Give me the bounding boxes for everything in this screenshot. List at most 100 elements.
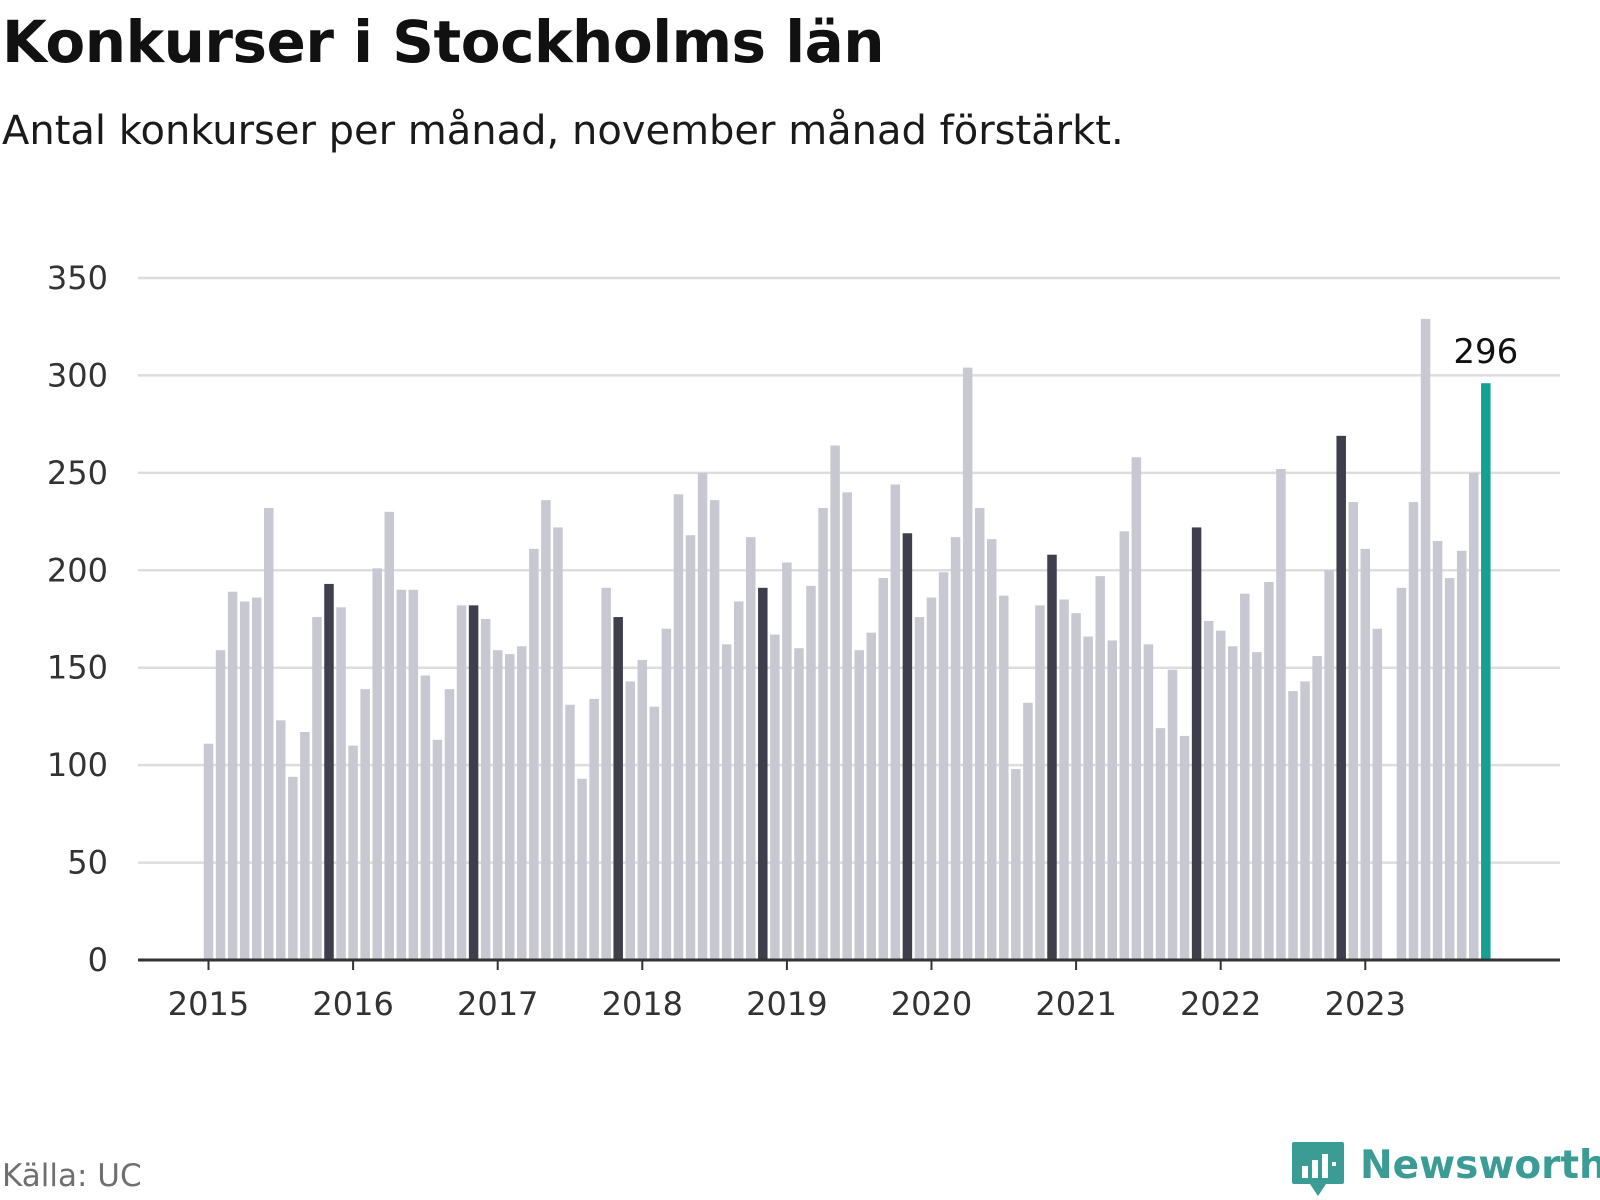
bar (553, 527, 563, 960)
bar (492, 650, 503, 960)
bar (1011, 769, 1021, 960)
bar (1059, 599, 1069, 960)
bar (336, 607, 346, 960)
bar (974, 507, 985, 960)
bar (456, 605, 467, 960)
bar (396, 589, 407, 960)
bar (806, 585, 816, 960)
bar (1131, 457, 1142, 960)
x-axis-ticks: 2015 2016 2017 2018 2019 2020 2021 2022 2023 (168, 960, 1406, 1023)
bar (1481, 383, 1491, 960)
bar (1336, 435, 1346, 960)
y-tick-label: 150 (47, 649, 108, 687)
bar (625, 681, 635, 960)
y-tick-label: 200 (47, 551, 108, 589)
bar (1420, 318, 1431, 960)
bar (1215, 630, 1226, 960)
bar (649, 706, 660, 960)
bar (987, 539, 997, 960)
bar (1469, 472, 1479, 960)
bar (1191, 527, 1202, 960)
chart-subtitle: Antal konkurser per månad, november måna… (2, 108, 1124, 154)
x-tick-label: 2023 (1325, 985, 1406, 1023)
bar (348, 745, 358, 960)
bar (541, 500, 551, 960)
bar (673, 494, 684, 960)
bar (938, 572, 949, 960)
bar (1360, 548, 1371, 960)
bar (1107, 640, 1117, 960)
bar (721, 644, 732, 960)
bar (1119, 531, 1130, 960)
x-tick-label: 2017 (457, 985, 538, 1023)
bar (505, 654, 515, 960)
bar (1372, 628, 1383, 960)
bar (577, 778, 587, 960)
bar (1095, 576, 1105, 960)
bar (962, 367, 973, 960)
bar (1252, 652, 1262, 960)
x-tick-label: 2015 (168, 985, 249, 1023)
bar (360, 689, 370, 960)
y-tick-label: 250 (47, 454, 108, 492)
bar (902, 533, 913, 960)
bar (890, 484, 901, 960)
bar (637, 659, 648, 960)
bar (1444, 578, 1455, 960)
bar (432, 739, 443, 960)
bar (613, 617, 623, 960)
bar (842, 492, 852, 960)
y-tick-label: 0 (88, 941, 108, 979)
chart-title: Konkurser i Stockholms län (2, 8, 885, 76)
x-tick-label: 2016 (312, 985, 393, 1023)
bar (758, 587, 768, 960)
bar (950, 537, 961, 960)
bar (1228, 646, 1238, 960)
bar (746, 537, 756, 960)
bar (866, 632, 876, 960)
bar (1240, 593, 1250, 960)
bar (215, 650, 226, 960)
bar (1179, 735, 1190, 960)
y-tick-label: 100 (47, 746, 108, 784)
bar (1456, 550, 1467, 960)
y-tick-label: 350 (47, 259, 108, 297)
bar (1288, 691, 1298, 960)
bar (926, 597, 937, 960)
bar (1143, 644, 1154, 960)
bar (517, 646, 527, 960)
bar (239, 601, 250, 960)
bar (276, 720, 286, 960)
x-tick-label: 2021 (1035, 985, 1116, 1023)
bar (264, 507, 274, 960)
y-tick-label: 50 (67, 844, 108, 882)
bar (288, 776, 298, 960)
bar (1324, 570, 1334, 960)
y-tick-label: 300 (47, 356, 108, 394)
bar (770, 634, 780, 960)
source-note: Källa: UC (2, 1158, 142, 1194)
bar (565, 704, 575, 960)
bar-chart: 0 50 100 150 200 250 300 350 2015 2016 2017 2018 20… (47, 259, 1560, 1023)
bar (1035, 605, 1045, 960)
x-tick-label: 2018 (602, 985, 683, 1023)
bar (1047, 554, 1057, 960)
bar (999, 595, 1009, 960)
bar (203, 743, 214, 960)
bar (1071, 613, 1081, 960)
bar (1300, 681, 1310, 960)
bar (420, 675, 431, 960)
bar (384, 511, 394, 960)
bar (529, 548, 539, 960)
bar (601, 587, 611, 960)
bar (914, 617, 925, 960)
brand-name: Newsworthy (1360, 1143, 1600, 1188)
bar (1432, 541, 1443, 960)
bar (1083, 636, 1093, 960)
x-tick-label: 2019 (746, 985, 827, 1023)
bar (1203, 620, 1214, 960)
bar (685, 535, 696, 960)
bar (854, 650, 864, 960)
bar (372, 568, 382, 960)
bar (408, 589, 419, 960)
